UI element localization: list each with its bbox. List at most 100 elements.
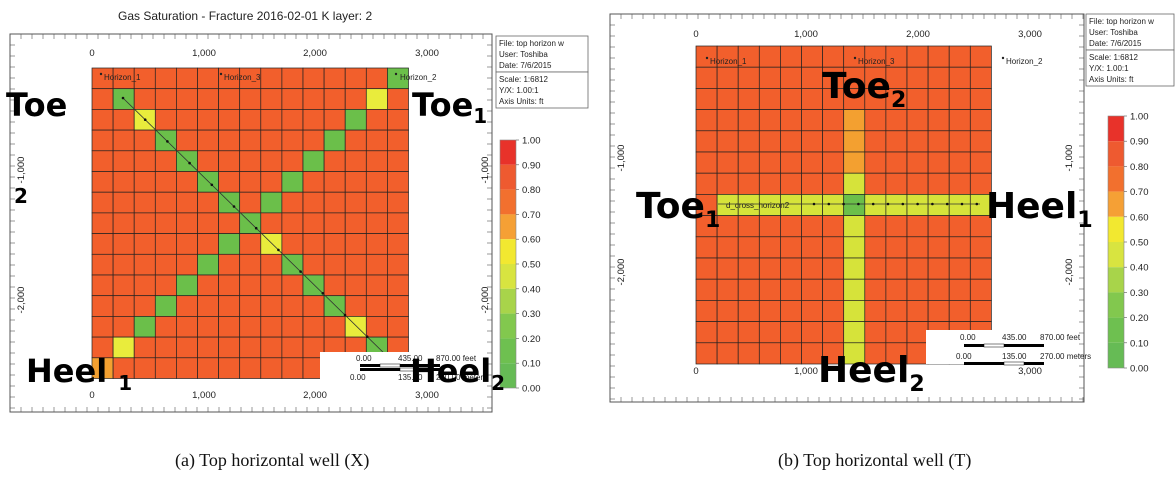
grid-cell [758, 300, 781, 322]
grid-cell [387, 212, 409, 234]
grid-cell [716, 236, 739, 259]
grid-cell [323, 171, 346, 193]
a-horizon-1: Horizon_1 [104, 73, 141, 82]
grid-cell [239, 253, 262, 276]
grid-cell [197, 212, 219, 234]
grid-cell [239, 171, 262, 193]
grid-cell [737, 88, 760, 110]
grid-cell [843, 236, 866, 259]
grid-cell [133, 274, 156, 297]
grid-cell [387, 150, 409, 172]
grid-cell [780, 109, 802, 132]
grid-cell [716, 172, 739, 195]
a-scalebar-m-2: 270.00 meters [436, 373, 487, 382]
grid-cell [365, 171, 388, 193]
grid-cell [822, 321, 845, 344]
grid-cell [133, 171, 156, 193]
grid-cell [969, 45, 992, 68]
b-info-date: Date: 7/6/2015 [1089, 39, 1142, 48]
a-stray-label: 2 [14, 184, 28, 208]
grid-cell [801, 278, 823, 301]
colorbar-segment [1108, 116, 1124, 142]
grid-cell [112, 253, 135, 276]
b-xtick-bot-3: 3,000 [1018, 366, 1042, 377]
grid-cell [302, 88, 325, 110]
grid-cell [302, 253, 325, 276]
grid-cell [197, 88, 219, 110]
grid-cell [822, 236, 845, 259]
grid-cell [695, 88, 718, 110]
grid-cell [365, 129, 388, 152]
b-well-dots [812, 202, 979, 206]
grid-cell [780, 130, 802, 153]
panel-a-title: Gas Saturation - Fracture 2016-02-01 K l… [118, 9, 372, 23]
grid-cell [365, 253, 388, 276]
grid-cell [906, 45, 929, 68]
grid-cell [239, 88, 262, 110]
grid-cell [906, 300, 929, 322]
well-dot [916, 202, 919, 206]
grid-cell [365, 88, 388, 110]
grid-cell [323, 109, 346, 131]
grid-cell [260, 150, 283, 172]
grid-cell [197, 233, 219, 255]
colorbar-segment [500, 140, 516, 165]
b-scalebar-m-1: 135.00 [1002, 352, 1027, 361]
a-info-box: File: top horizon w User: Toshiba Date: … [495, 35, 589, 109]
grid-cell [260, 295, 283, 317]
grid-cell [344, 316, 367, 338]
grid-cell [91, 295, 114, 317]
grid-cell [885, 236, 908, 259]
grid-cell [906, 321, 929, 344]
colorbar-tick-label: 0.50 [1130, 238, 1149, 249]
grid-cell [801, 257, 823, 280]
grid-cell [302, 212, 325, 234]
grid-cell [387, 129, 409, 152]
grid-cell [133, 233, 156, 255]
grid-cell [716, 88, 739, 110]
grid-cell [387, 274, 409, 297]
grid-cell [843, 172, 866, 195]
grid-cell [176, 129, 198, 152]
well-dot [121, 96, 125, 100]
panel-a: Gas Saturation - Fracture 2016-02-01 K l… [6, 9, 589, 471]
b-horizon-3-marker [853, 56, 857, 60]
grid-cell [716, 215, 739, 238]
grid-cell [260, 88, 283, 110]
a-info-user: User: Toshiba [499, 50, 548, 59]
grid-cell [260, 316, 283, 338]
grid-cell [239, 129, 262, 152]
a-horizon-2-marker [394, 72, 398, 76]
grid-cell [801, 130, 823, 153]
grid-cell [843, 109, 866, 132]
colorbar-segment [1108, 342, 1124, 368]
colorbar-segment [1108, 267, 1124, 293]
colorbar-tick-label: 0.90 [1130, 137, 1149, 148]
b-horizon-3: Horizon_3 [858, 57, 895, 66]
grid-cell [758, 342, 781, 365]
grid-cell [344, 171, 367, 193]
grid-cell [154, 191, 177, 214]
grid-cell [948, 109, 971, 132]
grid-cell [281, 67, 304, 90]
grid-cell [948, 257, 971, 280]
grid-cell [154, 67, 177, 90]
panel-b-figure: 0 1,000 2,000 3,000 0 1,000 3,000 -1,000… [609, 13, 1175, 471]
grid-cell [780, 236, 802, 259]
grid-cell [281, 88, 304, 110]
grid-cell [302, 129, 325, 152]
grid-cell [365, 191, 388, 214]
colorbar-segment [500, 313, 516, 339]
grid-cell [176, 212, 198, 234]
grid-cell [927, 130, 950, 153]
grid-cell [365, 233, 388, 255]
grid-cell [218, 212, 241, 234]
grid-cell [927, 236, 950, 259]
grid-cell [843, 278, 866, 301]
b-xtick-top-0: 0 [693, 29, 698, 40]
grid-cell [885, 321, 908, 344]
grid-cell [154, 253, 177, 276]
grid-cell [176, 233, 198, 255]
grid-cell [737, 321, 760, 344]
a-scalebar-feet-0: 0.00 [356, 354, 372, 363]
